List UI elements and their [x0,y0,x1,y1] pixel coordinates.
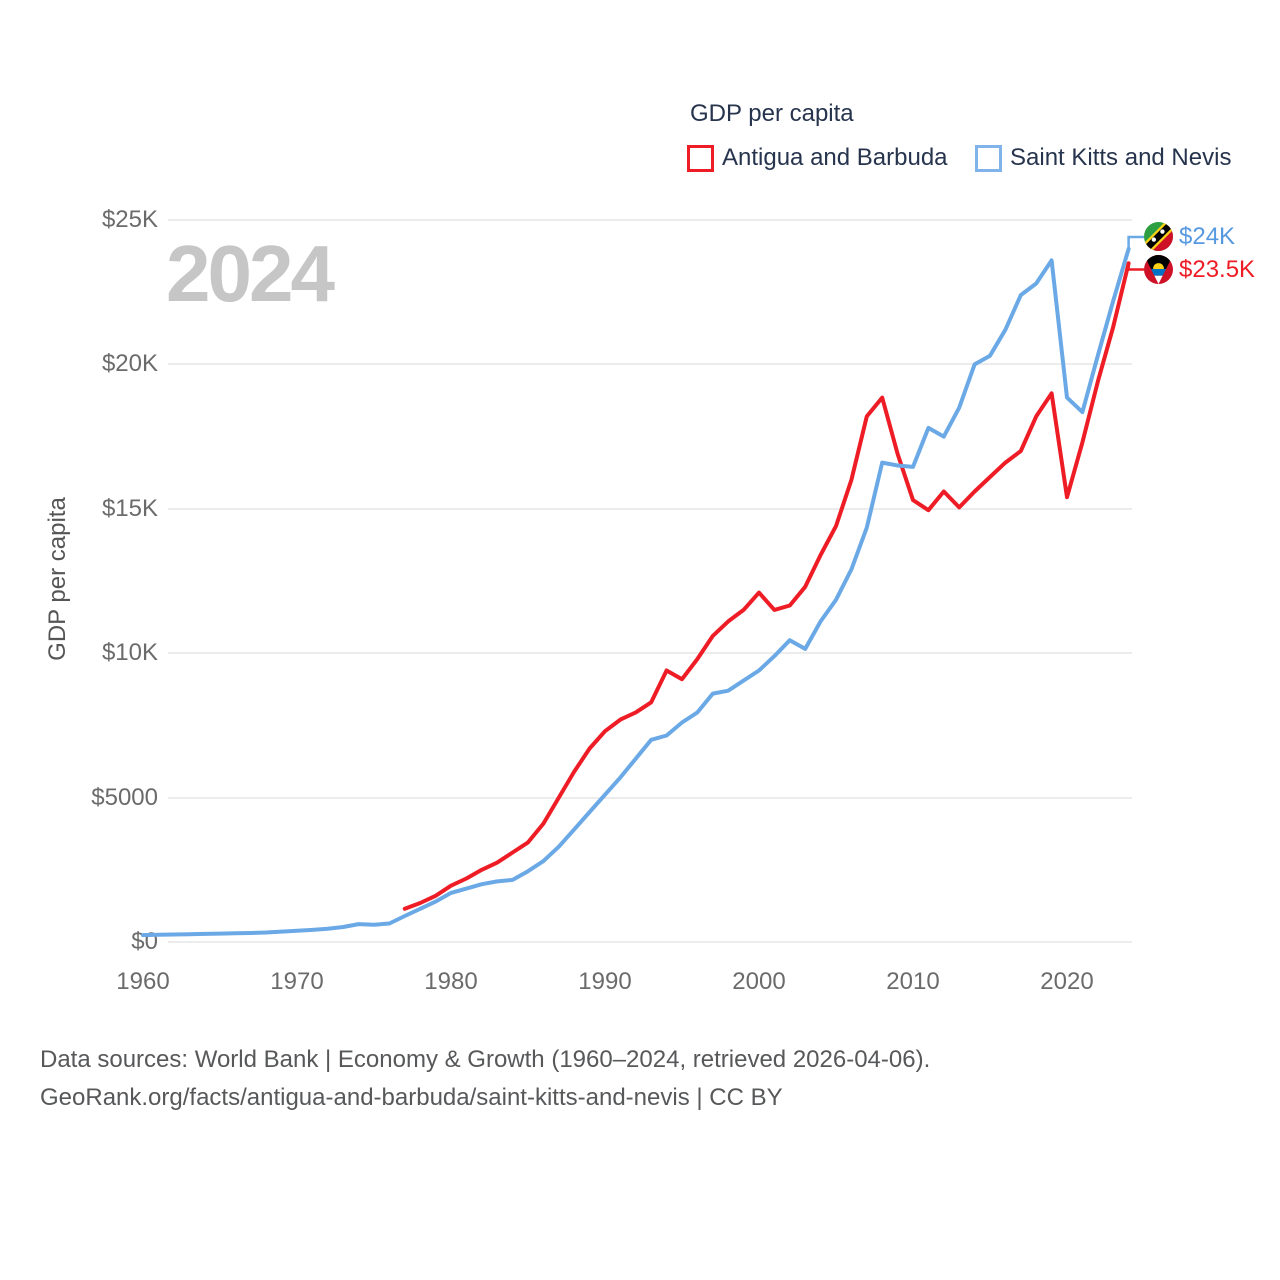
end-value-label-stkitts: $24K [1179,223,1236,250]
y-tick-label: $0 [131,928,158,955]
legend-label-stkitts: Saint Kitts and Nevis [1010,144,1232,171]
y-gridline-25000: $25K [28,205,1132,235]
y-tick-label: $25K [101,206,158,233]
gridline [168,507,1132,510]
legend-label-antigua: Antigua and Barbuda [722,144,948,171]
data-source-text: Data sources: World Bank | Economy & Gro… [40,1046,931,1073]
antigua-and-barbuda-flag-icon [1144,255,1173,289]
end-label-connector [1127,235,1144,249]
year-watermark: 2024 [166,229,335,318]
y-gridline-10000: $10K [28,638,1132,668]
x-tick-label-2010: 2010 [886,968,940,995]
legend-swatch-stkitts-icon [975,144,1002,172]
end-label-connector [1127,263,1144,271]
y-tick-label: $15K [101,494,158,522]
y-gridline-15000: $15K [28,494,1132,524]
y-tick-label: $20K [101,350,158,378]
x-tick-label-2000: 2000 [732,968,786,995]
y-tick-label: $5000 [91,783,158,811]
x-tick-label-2020: 2020 [1040,968,1094,995]
y-gridline-0: $0 [28,927,1132,957]
end-value-label-antigua: $23.5K [1179,256,1256,283]
saint-kitts-and-nevis-flag-icon [1144,222,1173,256]
gridline [168,219,1132,221]
x-tick-label-1980: 1980 [424,968,478,995]
gridline [168,363,1132,366]
gridline [168,652,1132,655]
y-gridline-5000: $5000 [28,783,1132,813]
x-tick-label-1960: 1960 [116,968,170,995]
chart-title: GDP per capita [690,100,854,127]
gridline [168,941,1132,943]
legend-item-antigua-and-barbuda[interactable]: Antigua and Barbuda [687,144,948,172]
x-tick-label-1990: 1990 [578,968,632,995]
x-tick-label-1970: 1970 [270,968,324,995]
y-gridline-20000: $20K [28,349,1132,379]
gridline [168,796,1132,799]
y-tick-label: $10K [101,639,158,667]
attribution-link-text: GeoRank.org/facts/antigua-and-barbuda/sa… [40,1084,783,1111]
legend-item-saint-kitts-and-nevis[interactable]: Saint Kitts and Nevis [975,144,1231,172]
legend-swatch-antigua-icon [687,144,714,172]
